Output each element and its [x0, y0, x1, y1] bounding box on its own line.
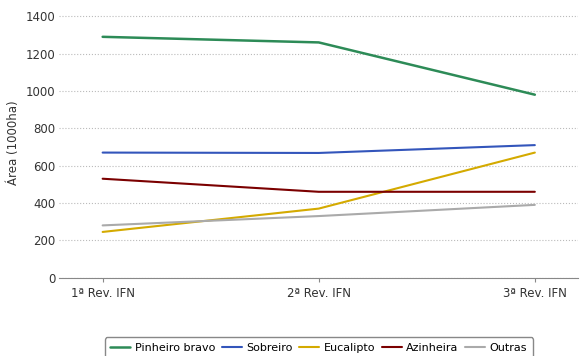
Outras [531, 203, 538, 207]
Azinheira [531, 190, 538, 194]
Sobreiro [315, 151, 322, 155]
Line: Azinheira: Azinheira [102, 179, 535, 192]
Line: Sobreiro: Sobreiro [102, 145, 535, 153]
Legend: Pinheiro bravo, Sobreiro, Eucalipto, Azinheira, Outras: Pinheiro bravo, Sobreiro, Eucalipto, Azi… [105, 337, 533, 356]
Azinheira [315, 190, 322, 194]
Sobreiro [99, 151, 106, 155]
Line: Outras: Outras [102, 205, 535, 225]
Line: Pinheiro bravo: Pinheiro bravo [102, 37, 535, 95]
Y-axis label: Área (1000ha): Área (1000ha) [7, 100, 20, 185]
Eucalipto [315, 206, 322, 211]
Sobreiro [531, 143, 538, 147]
Outras [315, 214, 322, 218]
Pinheiro bravo [315, 40, 322, 44]
Outras [99, 223, 106, 227]
Pinheiro bravo [99, 35, 106, 39]
Eucalipto [99, 230, 106, 234]
Eucalipto [531, 151, 538, 155]
Line: Eucalipto: Eucalipto [102, 153, 535, 232]
Azinheira [99, 177, 106, 181]
Pinheiro bravo [531, 93, 538, 97]
